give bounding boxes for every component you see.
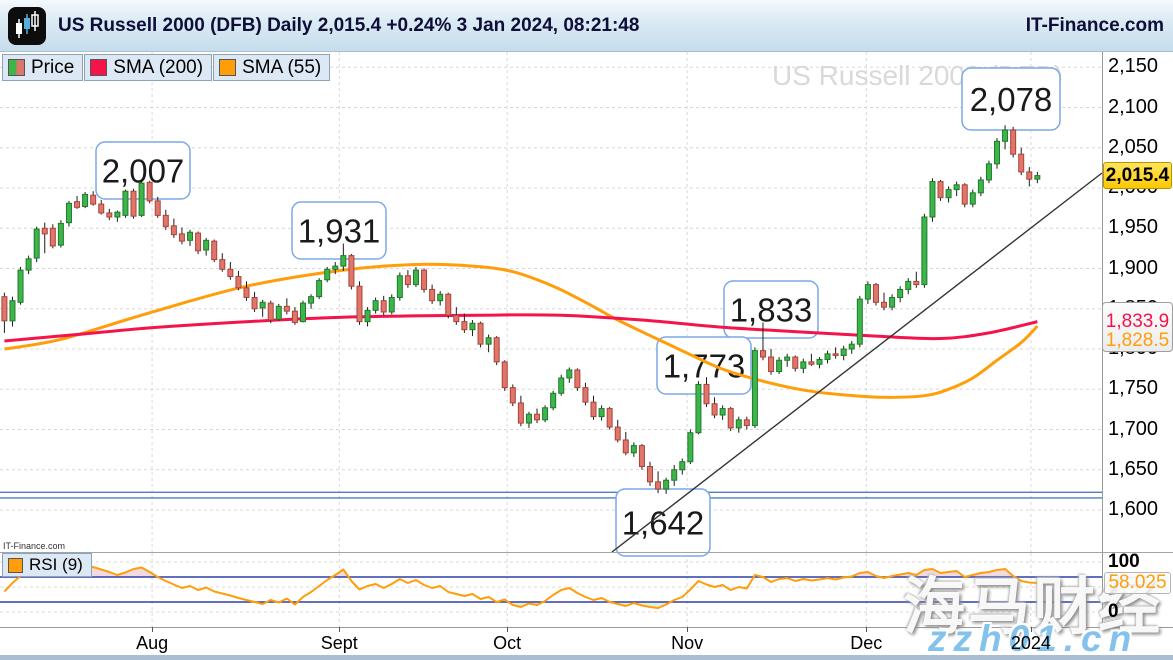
price-annotation-box: [723, 280, 819, 339]
watermark-cn-url: zzh01.cn: [928, 618, 1139, 659]
rsi-line: [3, 566, 1038, 609]
y-axis-label: 2,100: [1108, 95, 1159, 118]
y-axis-label: 1,900: [1108, 256, 1159, 279]
rsi-scale-label: 100: [1108, 551, 1140, 572]
watermark-itfinance-small: IT-Finance.com: [3, 541, 66, 551]
legend-sma55[interactable]: SMA (55): [213, 54, 331, 81]
last-price-tag: 2,015.4: [1103, 162, 1172, 189]
y-axis-label: 2,050: [1108, 135, 1159, 158]
sma200-swatch-icon: [90, 59, 108, 76]
sma200-value-tag: 1,833.9: [1105, 311, 1170, 332]
legend-price[interactable]: Price: [2, 54, 84, 81]
legend: Price SMA (200) SMA (55): [2, 54, 331, 81]
rsi-swatch-icon: [8, 557, 23, 573]
y-axis-label: 1,950: [1108, 216, 1159, 239]
legend-sma200-label: SMA (200): [113, 56, 204, 78]
pane-divider[interactable]: [0, 552, 1173, 553]
legend-sma200[interactable]: SMA (200): [84, 54, 213, 81]
legend-rsi[interactable]: RSI (9): [2, 553, 92, 577]
y-axis-label: 2,150: [1108, 55, 1159, 78]
y-axis-label: 1,700: [1108, 417, 1159, 440]
x-axis-label: Nov: [671, 633, 704, 653]
x-axis-label: Sept: [320, 633, 358, 653]
x-axis-label: Oct: [493, 633, 522, 653]
y-axis-label: 1,600: [1108, 498, 1159, 520]
price-annotation-label: 1,931: [298, 213, 381, 250]
sma55-swatch-icon: [219, 59, 237, 76]
price-annotation-label: 1,642: [622, 505, 705, 542]
rsi-scale-label: 0: [1108, 601, 1119, 622]
header: [0, 0, 1173, 52]
app-logo-icon: [8, 7, 46, 45]
legend-rsi-label: RSI (9): [29, 555, 83, 574]
price-annotation-label: 1,833: [730, 292, 813, 329]
sma55-value-tag: 1,828.5: [1105, 330, 1170, 351]
rsi-value-tag: 58.025: [1104, 572, 1171, 594]
y-axis-label: 1,750: [1108, 377, 1159, 400]
price-swatch-icon: [8, 59, 25, 76]
sma-tags-group: 1,833.9 1,828.5: [1102, 302, 1173, 352]
x-axis-label: 2024: [1010, 633, 1051, 653]
chart-title: US Russell 2000 (DFB) Daily 2,015.4 +0.2…: [58, 15, 640, 36]
x-axis-panel: [0, 627, 1173, 655]
price-annotation-label: 2,078: [970, 81, 1053, 118]
price-annotation-label: 1,773: [663, 348, 746, 385]
trendline: [611, 172, 1103, 553]
legend-sma55-label: SMA (55): [242, 56, 322, 78]
sma200-line: [4, 313, 1038, 343]
y-axis-label: 1,650: [1108, 457, 1159, 480]
bottom-bar: [0, 655, 1173, 660]
x-axis-label: Dec: [850, 633, 883, 653]
price-annotation-box: [291, 201, 387, 260]
sma55-line: [4, 262, 1039, 399]
brand-link[interactable]: IT-Finance.com: [1025, 15, 1164, 36]
price-annotation-box: [615, 488, 711, 557]
legend-price-label: Price: [31, 56, 75, 78]
x-axis-label: Aug: [136, 633, 169, 653]
